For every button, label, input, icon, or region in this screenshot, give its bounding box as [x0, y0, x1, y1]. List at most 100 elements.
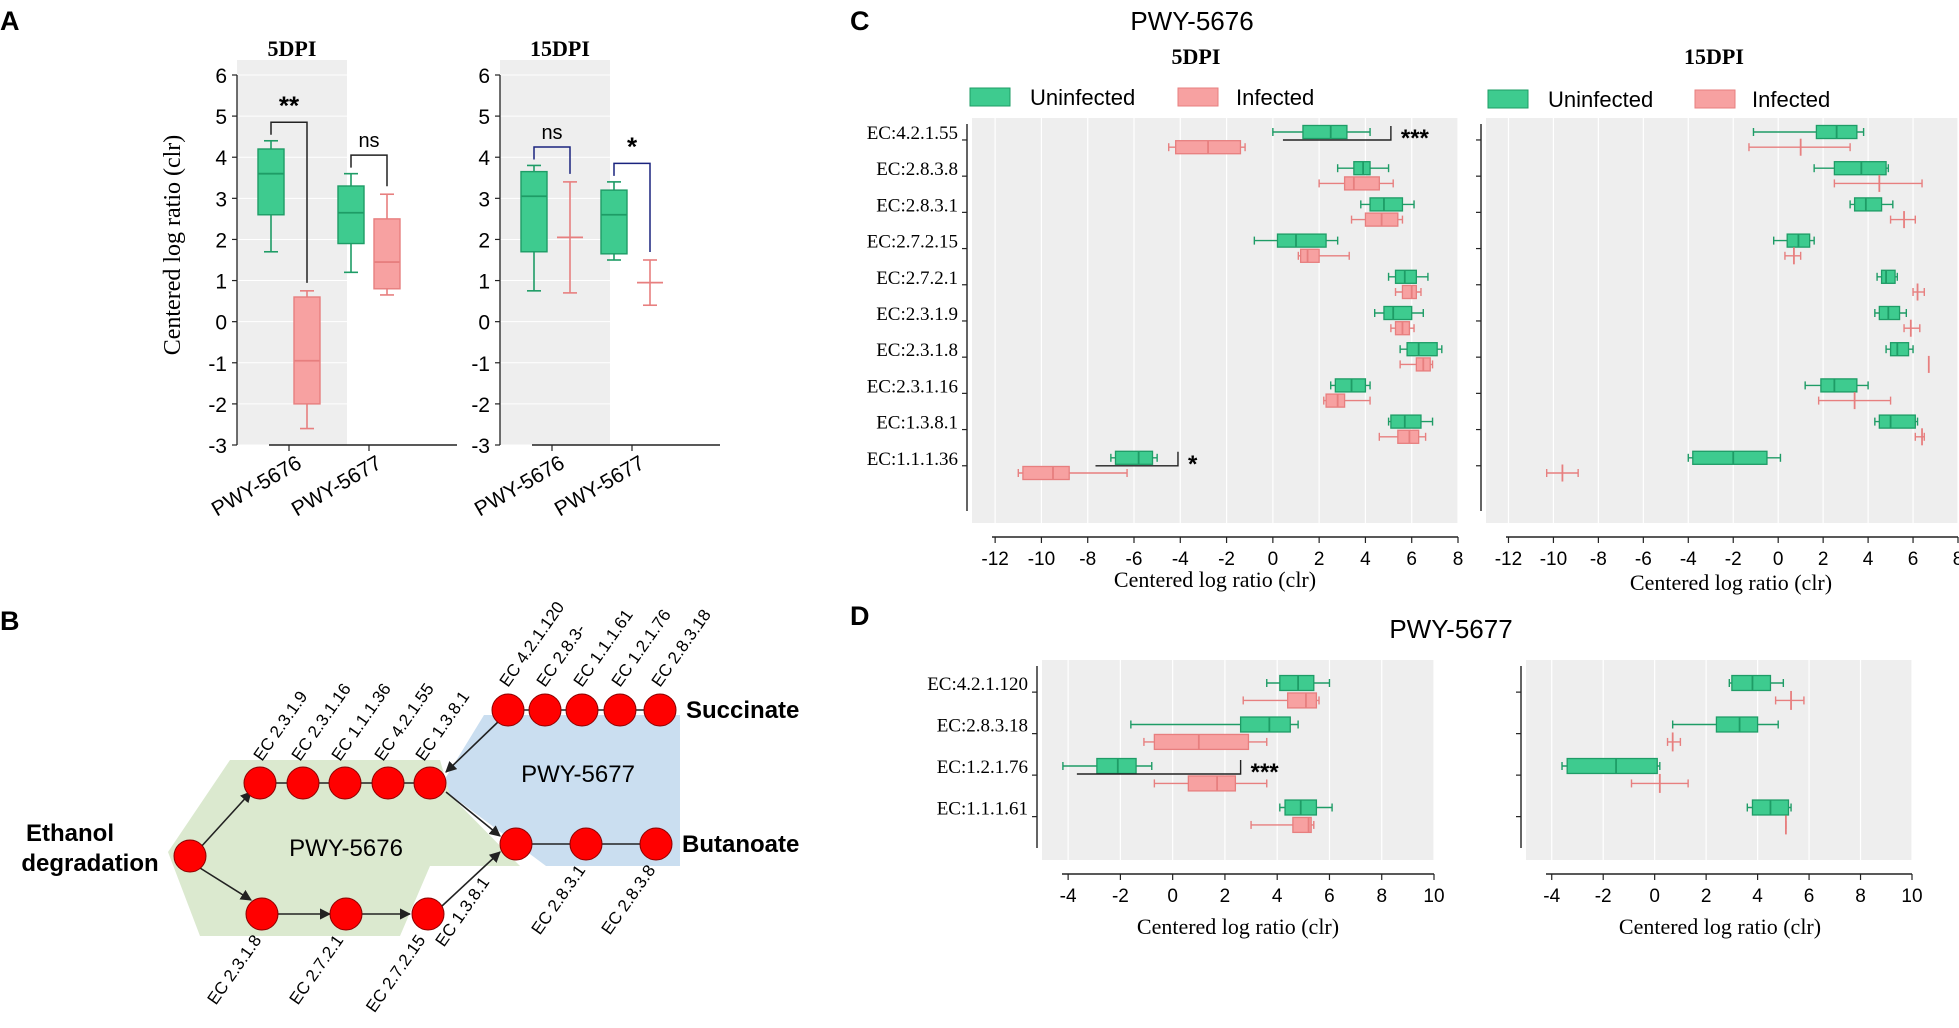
y-tick-label: 4 [215, 147, 227, 170]
legend-label-infected: Infected [1236, 85, 1314, 110]
uninfected-box [1279, 674, 1315, 692]
panel-c-15dpi-title: 15DPI [1684, 44, 1744, 69]
y-tick-label: 0 [478, 312, 490, 335]
edge-start-down [199, 867, 252, 901]
y-tick-label: 0 [215, 312, 227, 335]
x-tick-label: 6 [1804, 886, 1815, 907]
panel-c-legend-5dpi: Uninfected Infected [969, 85, 1314, 110]
y-tick-label: EC:2.8.3.18 [937, 716, 1028, 737]
infected-box [1287, 692, 1318, 709]
x-tick-label: 0 [1649, 886, 1660, 907]
y-tick-label: EC:2.8.3.1 [876, 195, 958, 216]
y-tick-label: EC:4.2.1.120 [927, 674, 1028, 695]
infected-box [1299, 248, 1320, 263]
uninfected-box [1833, 161, 1887, 176]
panel-d: PWY-5677 -4 -2 0 2 4 6 8 10 EC:4.2.1.120 EC:2.8.3… [927, 614, 1922, 939]
uninfected-box [1406, 342, 1438, 357]
significance-label: * [1188, 451, 1198, 478]
node-lower-2 [329, 897, 363, 931]
infected-box [1187, 775, 1237, 792]
node-but-2 [569, 827, 603, 861]
x-tick-label: -12 [1495, 549, 1522, 570]
box [600, 189, 628, 255]
panel-letter-b: B [0, 606, 20, 636]
panel-d-xlabel-15dpi: Centered log ratio (clr) [1619, 914, 1821, 939]
plot-background [972, 118, 1458, 523]
y-tick-label: -3 [471, 435, 490, 458]
y-tick-label: 5 [478, 106, 490, 129]
y-tick-label: EC:2.3.1.9 [876, 304, 958, 325]
x-tick-label: 6 [1908, 549, 1919, 570]
node-succ-5 [643, 693, 677, 727]
x-tick-label: -2 [1218, 549, 1235, 570]
x-tick-label: 2 [1701, 886, 1712, 907]
node-but-1 [499, 827, 533, 861]
x-tick-label: 6 [1406, 549, 1417, 570]
panel-letter-c: C [850, 6, 870, 36]
x-tick-label: -6 [1126, 549, 1143, 570]
panel-b-pathway-diagram: PWY-5676 PWY-5677 Ethanol degradation Su… [21, 598, 799, 1016]
significance-bracket [270, 121, 308, 283]
x-tick-label: -10 [1028, 549, 1055, 570]
uninfected-box [1390, 414, 1422, 429]
x-tick-label: 2 [1314, 549, 1325, 570]
uninfected-box [1880, 269, 1896, 284]
x-tick-label: PWY-5676 [208, 451, 306, 521]
infected-box [1343, 176, 1380, 191]
y-tick-label: -2 [471, 394, 490, 417]
node-lower-3 [411, 897, 445, 931]
y-tick-label: 6 [478, 65, 490, 88]
node-succ-4 [603, 693, 637, 727]
node-upper-5 [413, 766, 447, 800]
x-tick-label: -4 [1680, 549, 1697, 570]
panel-c-legend-15dpi: Uninfected Infected [1487, 87, 1830, 112]
legend-swatch-uninfected [969, 87, 1011, 107]
significance-bracket [350, 154, 388, 187]
uninfected-box [1853, 197, 1883, 212]
node-start [173, 839, 207, 873]
x-tick-label: 4 [1752, 886, 1763, 907]
y-tick-label: 5 [215, 106, 227, 129]
x-tick-label: -4 [1060, 886, 1077, 907]
infected-box [1401, 284, 1417, 300]
butanoate-label: Butanoate [682, 831, 799, 858]
y-tick-label: EC:2.3.1.8 [876, 340, 958, 361]
significance-label: ** [279, 90, 300, 120]
significance-bracket [1095, 451, 1179, 467]
node-succ-1 [491, 693, 525, 727]
significance-label: ns [541, 122, 562, 144]
uninfected-box [1353, 161, 1371, 176]
legend-label-infected-2: Infected [1752, 87, 1830, 112]
legend-swatch-infected-2 [1694, 89, 1736, 109]
x-tick-label: 10 [1423, 886, 1444, 907]
y-tick-label: -2 [208, 394, 227, 417]
panel-c: PWY-5676 5DPI 15DPI Uninfected Infected … [867, 6, 1959, 595]
x-tick-label: 4 [1863, 549, 1874, 570]
infected-box [1397, 429, 1420, 444]
uninfected-box [1334, 378, 1367, 393]
panel-letter-d: D [850, 601, 870, 631]
uninfected-box [1383, 305, 1413, 321]
panel-d-title: PWY-5677 [1389, 614, 1512, 644]
panel-d-15dpi-plot: -4 -2 0 2 4 6 8 10 [1516, 660, 1923, 907]
y-tick-label: -1 [208, 353, 227, 376]
plot-background [237, 60, 347, 445]
legend-swatch-uninfected-2 [1487, 89, 1529, 109]
panel-c-title: PWY-5676 [1130, 6, 1253, 36]
x-tick-label: 8 [1953, 549, 1959, 570]
panel-a-5dpi: 5DPI 6 5 4 3 2 1 0 -1 -2 -3 ** PWY-5676 ns PWY-5677 [208, 36, 457, 521]
upper-row-nodes [243, 766, 447, 800]
node-succ-3 [565, 693, 599, 727]
legend-label-uninfected-2: Uninfected [1548, 87, 1653, 112]
y-tick-label: -3 [208, 435, 227, 458]
x-tick-label: -4 [1172, 549, 1189, 570]
ec-label-lower-1: EC 2.3.1.8 [204, 931, 266, 1008]
node-but-3 [639, 827, 673, 861]
x-tick-label: 6 [1324, 886, 1335, 907]
butanoate-row-nodes [499, 827, 673, 861]
y-tick-label: EC:2.8.3.8 [876, 159, 958, 180]
node-upper-2 [286, 766, 320, 800]
panel-c-5dpi-plot: -12 -10 -8 -6 -4 -2 0 2 4 6 8 EC:4.2.1.55 *** EC:2.8.… [867, 118, 1463, 570]
x-tick-label: -8 [1590, 549, 1607, 570]
x-tick-label: -2 [1725, 549, 1742, 570]
